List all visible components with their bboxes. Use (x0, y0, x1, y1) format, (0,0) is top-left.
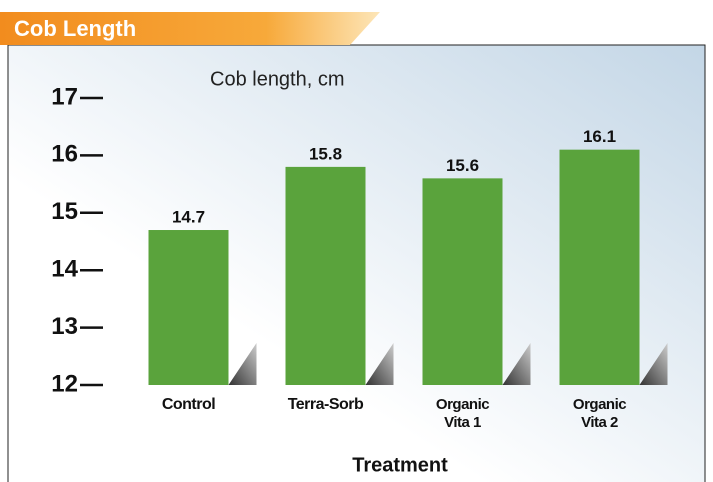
y-tick-label: 16 (51, 141, 78, 168)
data-label: 15.8 (309, 144, 342, 163)
bar-shadow (639, 343, 668, 385)
data-label: 16.1 (583, 127, 616, 146)
bar-shadow (365, 343, 394, 385)
y-tick-label: 14 (51, 256, 78, 283)
x-tick-label: Terra-Sorb (287, 396, 364, 413)
bar-shadow (502, 343, 531, 385)
x-tick-label: Organic Vita 1 (435, 396, 490, 431)
bar (422, 178, 503, 385)
bar (285, 166, 366, 385)
bar-shadow (228, 343, 257, 385)
y-tick-label: 12 (51, 370, 78, 397)
data-label: 14.7 (172, 208, 205, 227)
x-tick-label: Organic Vita 2 (572, 396, 627, 431)
title-tab (0, 12, 380, 45)
y-tick-label: 17 (51, 83, 78, 110)
y-tick-label: 13 (51, 313, 78, 340)
data-label: 15.6 (446, 156, 479, 175)
x-tick-label: Control (161, 396, 216, 413)
bar (148, 230, 229, 385)
bar (559, 149, 640, 385)
y-tick-label: 15 (51, 198, 78, 225)
chart-title: Cob Length (14, 16, 136, 41)
subtitle: Cob length, cm (210, 68, 345, 90)
x-axis-label: Treatment (352, 454, 448, 476)
